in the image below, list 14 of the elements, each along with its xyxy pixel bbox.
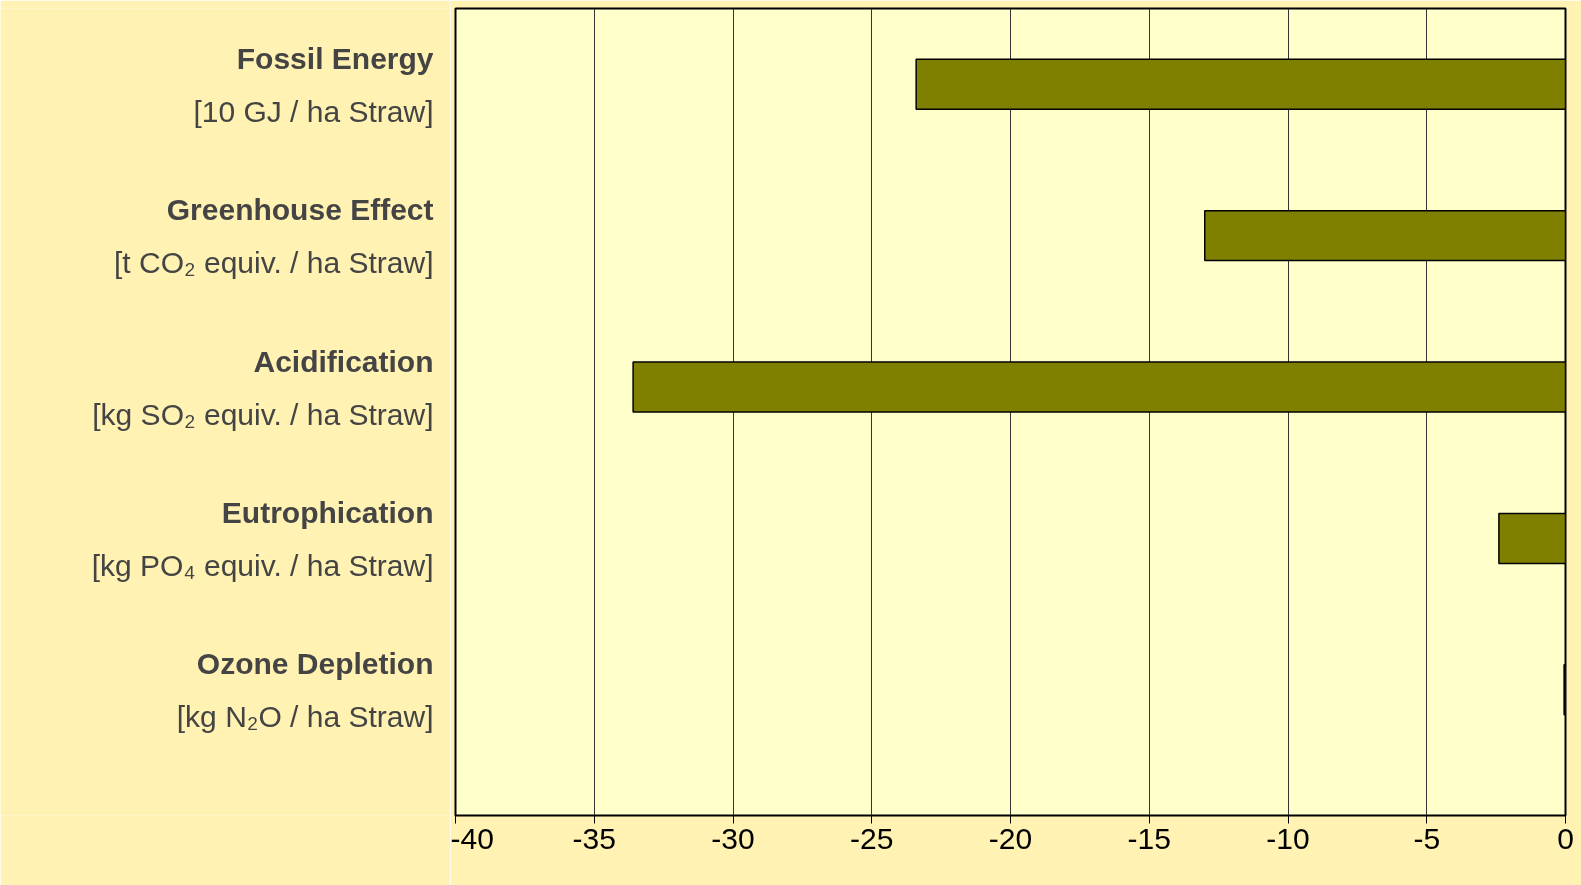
x-tick-label: 0	[1557, 821, 1574, 855]
y-tick-label: Greenhouse Effect [t CO₂ equiv. / ha Straw]	[113, 193, 434, 280]
x-tick-label: -35	[572, 821, 616, 855]
x-tick-label: -25	[850, 821, 894, 855]
y-tick-label: Eutrophication [kg PO₄ equiv. / ha Straw]	[91, 495, 434, 582]
x-tick-label: -40	[450, 821, 494, 855]
x-tick-label: -20	[988, 821, 1033, 855]
y-tick-label: Fossil Energy [10 GJ / ha Straw]	[193, 41, 434, 128]
y-tick-label: Ozone Depletion [kg N₂O / ha Straw]	[176, 647, 434, 734]
x-tick-label: -5	[1413, 821, 1441, 855]
y-tick-label: Acidification [kg SO₂ equiv. / ha Straw]	[92, 344, 434, 431]
x-tick-label: -30	[711, 821, 755, 855]
x-tick-label: -15	[1127, 821, 1171, 855]
x-tick-label: -10	[1266, 821, 1310, 855]
